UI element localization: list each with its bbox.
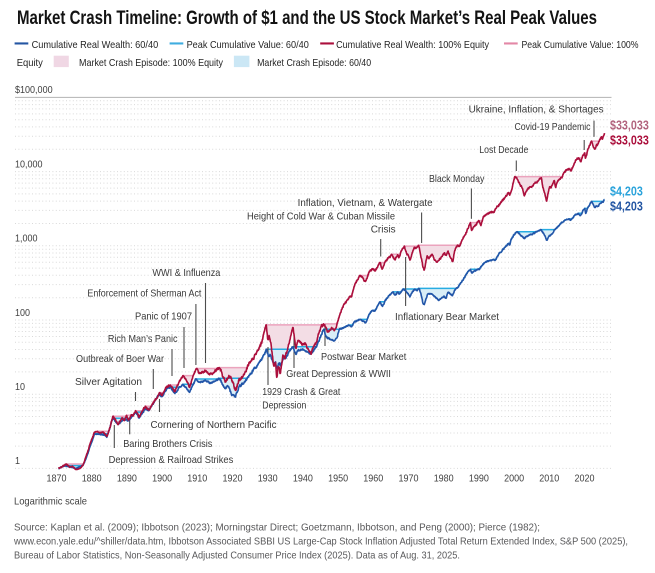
svg-text:Ukraine, Inflation, & Shortage: Ukraine, Inflation, & Shortages [469, 105, 604, 116]
svg-text:$4,203: $4,203 [610, 199, 643, 214]
svg-text:Outbreak of Boer War: Outbreak of Boer War [76, 354, 164, 365]
svg-text:Height of Cold War & Cuban Mis: Height of Cold War & Cuban Missile [247, 212, 395, 223]
svg-text:Logarithmic scale: Logarithmic scale [14, 497, 87, 508]
svg-text:$4,203: $4,203 [610, 184, 643, 199]
svg-text:2000: 2000 [504, 474, 524, 485]
svg-text:Panic of 1907: Panic of 1907 [135, 312, 192, 323]
svg-text:2010: 2010 [539, 474, 559, 485]
svg-text:Great Depression & WWII: Great Depression & WWII [286, 369, 391, 380]
svg-text:1950: 1950 [328, 474, 348, 485]
svg-text:1990: 1990 [469, 474, 489, 485]
svg-text:Cumulative Real Wealth: 60/40: Cumulative Real Wealth: 60/40 [32, 40, 159, 51]
svg-text:1920: 1920 [223, 474, 243, 485]
svg-text:Silver Agitation: Silver Agitation [75, 377, 142, 388]
svg-text:Covid-19 Pandemic: Covid-19 Pandemic [515, 122, 591, 133]
svg-text:1880: 1880 [82, 474, 102, 485]
svg-text:Black Monday: Black Monday [429, 174, 485, 185]
svg-text:www.econ.yale.edu/^shiller/dat: www.econ.yale.edu/^shiller/data.htm, Ibb… [13, 537, 628, 548]
svg-text:1910: 1910 [187, 474, 207, 485]
svg-text:1960: 1960 [363, 474, 383, 485]
svg-text:1890: 1890 [117, 474, 137, 485]
svg-text:$33,033: $33,033 [610, 118, 649, 133]
svg-text:10: 10 [15, 382, 25, 393]
svg-text:Postwar Bear Market: Postwar Bear Market [321, 352, 406, 363]
svg-text:Market Crash Episode: 60/40: Market Crash Episode: 60/40 [257, 58, 371, 69]
svg-text:100: 100 [15, 308, 30, 319]
svg-text:$33,033: $33,033 [610, 133, 649, 148]
svg-text:Market Crash Timeline: Growth: Market Crash Timeline: Growth of $1 and … [17, 7, 597, 29]
svg-text:Source: Kaplan et al. (2009);: Source: Kaplan et al. (2009); Ibbotson (… [14, 523, 540, 534]
svg-text:1,000: 1,000 [15, 234, 38, 245]
svg-text:Peak Cumulative Value: 100%: Peak Cumulative Value: 100% [522, 40, 639, 51]
svg-text:10,000: 10,000 [15, 159, 43, 170]
svg-text:Inflationary Bear Market: Inflationary Bear Market [395, 312, 499, 323]
svg-text:Bureau of Labor Statistics, No: Bureau of Labor Statistics, Non-Seasonal… [14, 551, 460, 562]
svg-text:2020: 2020 [575, 474, 595, 485]
svg-text:Cumulative Real Wealth: 100% E: Cumulative Real Wealth: 100% Equity [336, 40, 490, 51]
svg-text:1870: 1870 [47, 474, 67, 485]
svg-text:Depression: Depression [262, 401, 306, 412]
svg-text:1940: 1940 [293, 474, 313, 485]
svg-text:1970: 1970 [399, 474, 419, 485]
svg-text:Market Crash Episode: 100% Equ: Market Crash Episode: 100% Equity [79, 58, 224, 69]
svg-text:Rich Man’s Panic: Rich Man’s Panic [108, 334, 178, 345]
svg-text:1: 1 [15, 456, 20, 467]
svg-text:1980: 1980 [434, 474, 454, 485]
svg-text:Inflation, Vietnam, & Watergat: Inflation, Vietnam, & Watergate [298, 198, 433, 209]
svg-text:$100,000: $100,000 [15, 85, 53, 96]
svg-text:Crisis: Crisis [371, 225, 396, 236]
svg-text:Cornering of Northern Pacific: Cornering of Northern Pacific [151, 420, 277, 431]
svg-text:WWI & Influenza: WWI & Influenza [152, 268, 220, 279]
svg-text:Baring Brothers Crisis: Baring Brothers Crisis [123, 439, 212, 450]
svg-text:1900: 1900 [152, 474, 172, 485]
svg-text:Equity: Equity [17, 58, 44, 69]
svg-text:1929 Crash & Great: 1929 Crash & Great [262, 387, 340, 398]
svg-text:Depression & Railroad Strikes: Depression & Railroad Strikes [109, 455, 234, 466]
svg-text:1930: 1930 [258, 474, 278, 485]
svg-text:Enforcement of Sherman Act: Enforcement of Sherman Act [87, 289, 201, 300]
svg-text:Lost Decade: Lost Decade [479, 145, 528, 156]
svg-text:Peak Cumulative Value: 60/40: Peak Cumulative Value: 60/40 [187, 40, 309, 51]
